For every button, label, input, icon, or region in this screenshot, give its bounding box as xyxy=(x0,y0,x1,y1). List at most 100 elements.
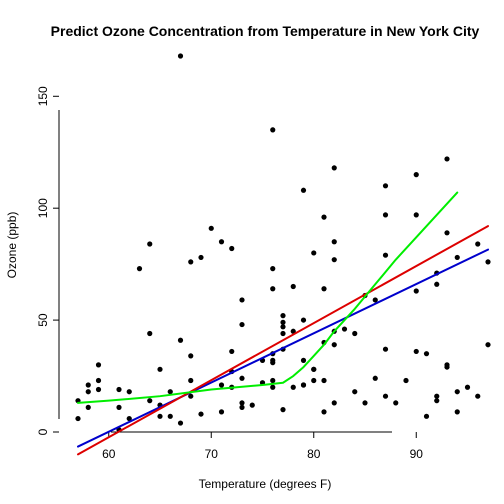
data-point xyxy=(331,239,337,245)
data-point xyxy=(116,404,122,410)
data-point xyxy=(382,183,389,189)
data-point xyxy=(485,259,491,265)
data-point xyxy=(331,342,337,348)
x-axis: 60 70 80 90 Temperature (degrees F) xyxy=(102,431,423,491)
series-line-2 xyxy=(77,225,489,456)
data-point xyxy=(270,384,276,390)
data-point xyxy=(454,254,460,261)
data-point xyxy=(454,409,460,415)
data-point xyxy=(270,360,276,366)
data-point xyxy=(126,415,132,422)
data-point xyxy=(300,187,307,193)
data-point xyxy=(372,375,378,381)
data-point xyxy=(270,127,276,133)
data-point xyxy=(393,400,399,406)
y-tick-label: 150 xyxy=(36,86,50,106)
plot-area xyxy=(75,53,491,456)
data-point xyxy=(136,266,143,272)
data-point xyxy=(331,257,337,263)
data-point xyxy=(95,362,102,368)
data-point xyxy=(177,53,184,59)
data-point xyxy=(413,212,419,218)
data-point xyxy=(147,330,153,337)
data-point xyxy=(147,398,153,404)
data-point xyxy=(157,413,163,419)
data-point xyxy=(382,393,389,399)
data-point xyxy=(321,377,327,384)
data-point xyxy=(270,377,276,384)
data-point xyxy=(382,212,389,218)
data-point xyxy=(95,377,102,384)
data-point xyxy=(177,420,184,426)
chart-title: Predict Ozone Concentration from Tempera… xyxy=(51,23,480,39)
data-point xyxy=(331,400,337,406)
data-point xyxy=(239,400,245,406)
data-point xyxy=(413,348,419,355)
data-point xyxy=(188,353,194,359)
data-point xyxy=(280,313,286,319)
data-point xyxy=(413,172,419,178)
data-point xyxy=(341,326,348,332)
data-point xyxy=(444,362,450,368)
data-point xyxy=(95,386,102,393)
data-point xyxy=(280,324,286,330)
y-ticks: 0 50 100 150 xyxy=(36,86,59,435)
data-point xyxy=(280,330,286,337)
data-point xyxy=(198,254,204,261)
data-point xyxy=(116,386,122,393)
data-point xyxy=(147,241,153,247)
data-point xyxy=(85,389,91,395)
data-point xyxy=(413,288,419,294)
data-point xyxy=(311,377,317,384)
data-point xyxy=(188,393,194,399)
series-line-3 xyxy=(77,191,459,404)
data-point xyxy=(300,317,307,323)
data-point xyxy=(321,409,327,415)
y-tick-label: 0 xyxy=(36,428,50,435)
data-point xyxy=(382,252,389,258)
data-point xyxy=(290,283,296,290)
data-point xyxy=(208,225,214,231)
data-point xyxy=(198,411,204,417)
data-point xyxy=(423,413,430,419)
data-point xyxy=(352,389,358,395)
y-tick-label: 50 xyxy=(36,313,50,327)
data-point xyxy=(239,321,245,328)
x-ticks: 60 70 80 90 xyxy=(102,432,423,461)
data-point xyxy=(270,266,276,272)
x-tick-label: 60 xyxy=(102,447,116,461)
data-point xyxy=(434,281,440,287)
data-point xyxy=(167,413,173,419)
data-point xyxy=(444,156,450,162)
data-point xyxy=(485,342,491,348)
x-tick-label: 80 xyxy=(307,447,321,461)
y-tick-label: 100 xyxy=(36,198,50,218)
data-point xyxy=(423,351,430,357)
data-point xyxy=(362,400,368,406)
data-point xyxy=(280,407,286,413)
data-point xyxy=(434,393,440,399)
data-point xyxy=(218,409,225,415)
data-point xyxy=(85,382,91,388)
data-point xyxy=(239,297,245,303)
data-point xyxy=(444,230,450,236)
data-point xyxy=(331,165,337,171)
data-point xyxy=(311,366,317,372)
data-point xyxy=(157,366,163,372)
data-point xyxy=(300,357,307,363)
data-point xyxy=(177,337,184,343)
data-point xyxy=(270,286,276,292)
x-tick-label: 70 xyxy=(205,447,219,461)
series-line-1 xyxy=(77,248,489,448)
data-point xyxy=(311,250,317,256)
data-point xyxy=(167,389,173,395)
data-point xyxy=(249,402,255,408)
data-point xyxy=(126,389,132,395)
data-point xyxy=(218,239,225,245)
data-point xyxy=(239,375,245,381)
y-axis-label: Ozone (ppb) xyxy=(5,212,19,279)
data-point xyxy=(372,297,378,303)
data-point xyxy=(475,393,481,399)
data-point xyxy=(229,245,235,252)
